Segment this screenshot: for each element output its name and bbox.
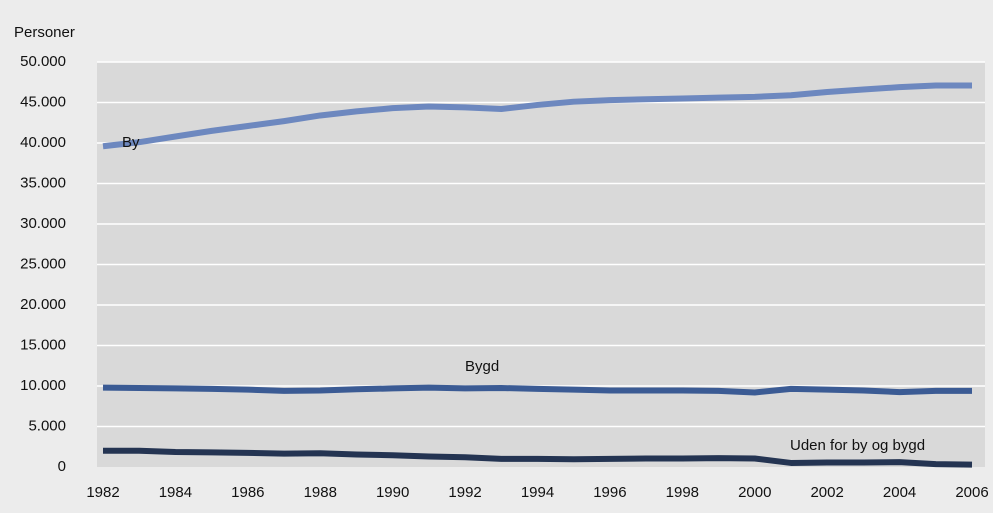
x-tick-label: 1982 (86, 484, 119, 501)
y-tick-label: 5.000 (28, 417, 66, 434)
x-tick-label: 1990 (376, 484, 409, 501)
y-tick-label: 50.000 (20, 53, 66, 70)
x-tick-label: 1986 (231, 484, 264, 501)
y-tick-label: 0 (58, 458, 66, 475)
series-line (102, 82, 972, 150)
x-tick-label: 1994 (521, 484, 554, 501)
x-tick-label: 2004 (883, 484, 916, 501)
y-tick-label: 20.000 (20, 296, 66, 313)
x-tick-label: 2000 (738, 484, 771, 501)
x-tick-label: 1984 (159, 484, 192, 501)
y-tick-label: 30.000 (20, 215, 66, 232)
y-tick-label: 25.000 (20, 255, 66, 272)
x-tick-label: 2002 (810, 484, 843, 501)
x-tick-label: 1988 (304, 484, 337, 501)
y-axis-title: Personer (14, 24, 75, 41)
y-tick-label: 10.000 (20, 377, 66, 394)
series-line (102, 384, 972, 396)
x-tick-label: 1992 (448, 484, 481, 501)
x-tick-label: 1996 (593, 484, 626, 501)
y-tick-label: 15.000 (20, 336, 66, 353)
x-tick-label: 1998 (666, 484, 699, 501)
x-tick-label: 2006 (955, 484, 988, 501)
series-label: Bygd (465, 358, 499, 375)
series-line (103, 447, 973, 468)
y-tick-label: 40.000 (20, 134, 66, 151)
y-tick-label: 45.000 (20, 93, 66, 110)
series-label: Uden for by og bygd (790, 437, 925, 454)
series-label: By (122, 134, 140, 151)
y-tick-label: 35.000 (20, 174, 66, 191)
